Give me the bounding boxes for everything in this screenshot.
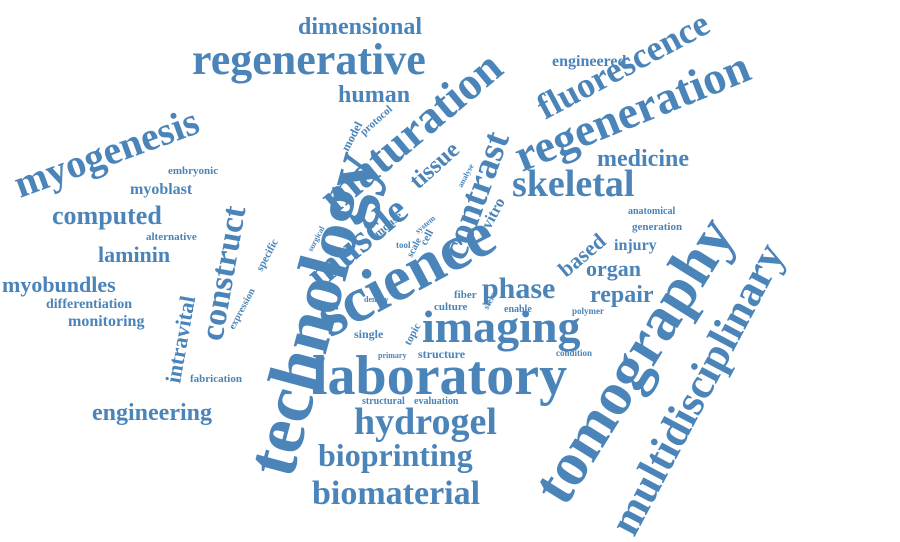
word-laboratory: laboratory: [312, 345, 567, 407]
word-condition: condition: [556, 348, 592, 358]
word-evaluation: evaluation: [414, 396, 459, 407]
word-generation: generation: [632, 221, 682, 233]
word-primary: primary: [378, 351, 406, 360]
word-embryonic: embryonic: [168, 165, 218, 177]
word-fiber: fiber: [454, 289, 477, 301]
word-regenerative: regenerative: [192, 35, 426, 84]
word-differentiation: differentiation: [46, 297, 132, 312]
word-fabrication: fabrication: [190, 373, 242, 385]
word-engineered: engineered: [552, 53, 626, 70]
word-hydrogel: hydrogel: [354, 401, 497, 443]
word-myoblast: myoblast: [130, 181, 193, 198]
word-structure: structure: [418, 347, 466, 361]
word-biomaterial: biomaterial: [312, 475, 480, 512]
word-construct: construct: [193, 202, 253, 343]
word-polymer: polymer: [572, 306, 604, 316]
word-phase: phase: [482, 272, 555, 305]
word-medicine: medicine: [597, 146, 689, 172]
word-myobundles: myobundles: [2, 272, 116, 297]
word-enable: enable: [504, 304, 532, 315]
word-human: human: [338, 82, 410, 108]
word-topic: topic: [402, 321, 424, 347]
word-culture: culture: [434, 301, 468, 313]
word-repair: repair: [590, 282, 654, 308]
word-laminin: laminin: [98, 242, 170, 267]
word-organ: organ: [586, 256, 641, 281]
word-specific: specific: [254, 237, 281, 273]
word-anatomical: anatomical: [628, 206, 675, 217]
word-injury: injury: [614, 237, 657, 254]
word-monitoring: monitoring: [68, 313, 144, 330]
word-density: density: [364, 295, 388, 304]
word-alternative: alternative: [146, 231, 197, 243]
word-imaging: imaging: [422, 301, 580, 352]
word-tool: tool: [396, 240, 411, 250]
word-bioprinting: bioprinting: [318, 437, 473, 473]
word-single: single: [354, 327, 384, 341]
word-engineering: engineering: [92, 400, 212, 426]
word-dimensional: dimensional: [298, 14, 422, 40]
word-intravital: intravital: [160, 294, 200, 385]
word-structural: structural: [362, 396, 405, 407]
word-skeletal: skeletal: [512, 163, 634, 205]
word-computed: computed: [52, 201, 162, 230]
